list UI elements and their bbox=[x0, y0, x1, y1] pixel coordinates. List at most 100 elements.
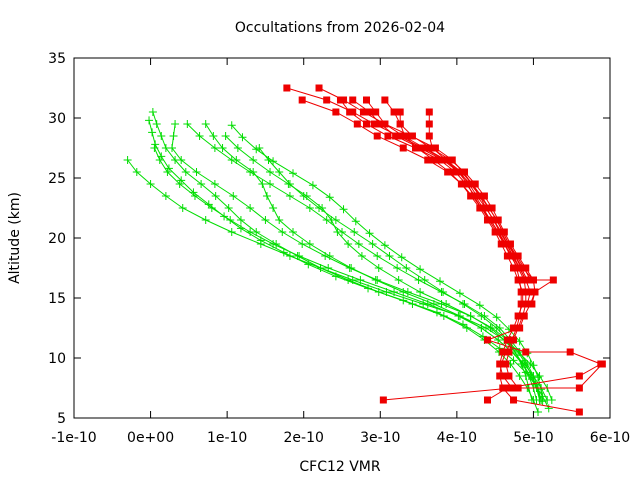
data-point bbox=[366, 108, 374, 116]
data-point bbox=[399, 144, 407, 152]
data-point bbox=[164, 164, 173, 173]
data-point bbox=[510, 252, 518, 260]
data-point bbox=[269, 157, 278, 166]
data-point bbox=[457, 180, 465, 188]
data-point bbox=[517, 360, 526, 368]
x-tick-label: 5e-10 bbox=[513, 430, 553, 446]
data-point bbox=[150, 144, 159, 152]
series-green-10 bbox=[255, 144, 536, 404]
data-point bbox=[402, 264, 411, 272]
data-point bbox=[380, 241, 389, 250]
data-point bbox=[227, 121, 236, 130]
data-point bbox=[523, 300, 531, 308]
data-point bbox=[454, 312, 463, 320]
data-point bbox=[339, 205, 348, 214]
data-point bbox=[209, 132, 218, 140]
data-point bbox=[445, 168, 453, 176]
data-point bbox=[169, 132, 178, 140]
data-point bbox=[261, 216, 270, 224]
data-point bbox=[522, 348, 530, 356]
data-point bbox=[183, 120, 192, 128]
data-point bbox=[478, 332, 487, 341]
data-point bbox=[373, 276, 382, 284]
data-point bbox=[238, 133, 247, 142]
ticks-layer: -1e-10 0e+00 1e-10 2e-10 3e-10 4e-10 5e-10 6e-1… bbox=[48, 51, 630, 446]
data-point bbox=[298, 96, 306, 104]
data-point bbox=[381, 96, 389, 104]
data-point bbox=[269, 240, 278, 248]
data-point bbox=[502, 360, 510, 368]
data-point bbox=[359, 108, 367, 116]
series-line bbox=[153, 147, 542, 401]
data-point bbox=[538, 397, 547, 406]
y-tick-label: 30 bbox=[48, 111, 66, 127]
data-point bbox=[430, 156, 438, 164]
data-point bbox=[396, 108, 404, 116]
data-point bbox=[325, 193, 334, 202]
data-point bbox=[499, 348, 507, 356]
data-point bbox=[416, 288, 425, 296]
data-point bbox=[575, 384, 583, 392]
data-point bbox=[420, 276, 429, 284]
data-point bbox=[423, 300, 432, 308]
data-point bbox=[505, 372, 513, 380]
data-point bbox=[298, 240, 307, 248]
data-point bbox=[288, 228, 297, 236]
data-point bbox=[376, 120, 384, 128]
data-point bbox=[211, 192, 220, 200]
data-point bbox=[175, 180, 184, 188]
data-point bbox=[458, 300, 467, 308]
data-point bbox=[493, 216, 501, 224]
data-point bbox=[598, 360, 606, 368]
data-point bbox=[384, 132, 392, 140]
data-point bbox=[413, 144, 421, 152]
data-point bbox=[466, 312, 475, 320]
data-point bbox=[458, 320, 467, 329]
data-point bbox=[356, 276, 365, 284]
data-point bbox=[275, 168, 284, 176]
data-point bbox=[201, 120, 210, 128]
data-point bbox=[575, 372, 583, 380]
data-point bbox=[332, 108, 340, 116]
data-point bbox=[537, 385, 546, 394]
data-point bbox=[148, 108, 157, 116]
data-point bbox=[477, 324, 486, 332]
data-point bbox=[148, 128, 157, 137]
data-point bbox=[394, 276, 403, 284]
data-point bbox=[487, 216, 495, 224]
data-point bbox=[207, 204, 216, 212]
data-point bbox=[527, 396, 536, 404]
data-point bbox=[468, 192, 476, 200]
data-point bbox=[428, 144, 436, 152]
data-point bbox=[181, 168, 190, 176]
data-point bbox=[499, 384, 507, 392]
data-point bbox=[365, 229, 374, 238]
data-point bbox=[494, 336, 503, 344]
data-point bbox=[392, 132, 400, 140]
data-point bbox=[190, 192, 199, 200]
data-point bbox=[171, 120, 180, 128]
data-point bbox=[201, 216, 210, 224]
data-point bbox=[397, 253, 406, 262]
series-line bbox=[186, 123, 542, 401]
data-point bbox=[508, 384, 516, 392]
y-tick-label: 35 bbox=[48, 51, 66, 67]
data-point bbox=[467, 180, 475, 188]
data-point bbox=[288, 169, 297, 178]
data-point bbox=[285, 252, 294, 260]
data-point bbox=[454, 168, 462, 176]
data-point bbox=[510, 324, 518, 332]
y-axis-label: Altitude (km) bbox=[7, 192, 23, 284]
data-point bbox=[502, 240, 510, 248]
data-point bbox=[283, 84, 291, 92]
data-point bbox=[408, 132, 416, 140]
data-point bbox=[416, 265, 425, 274]
data-point bbox=[514, 276, 522, 284]
data-point bbox=[221, 132, 230, 140]
data-point bbox=[503, 336, 511, 344]
data-point bbox=[483, 336, 491, 344]
data-point bbox=[344, 240, 353, 248]
data-point bbox=[236, 216, 245, 224]
data-point bbox=[305, 204, 314, 212]
